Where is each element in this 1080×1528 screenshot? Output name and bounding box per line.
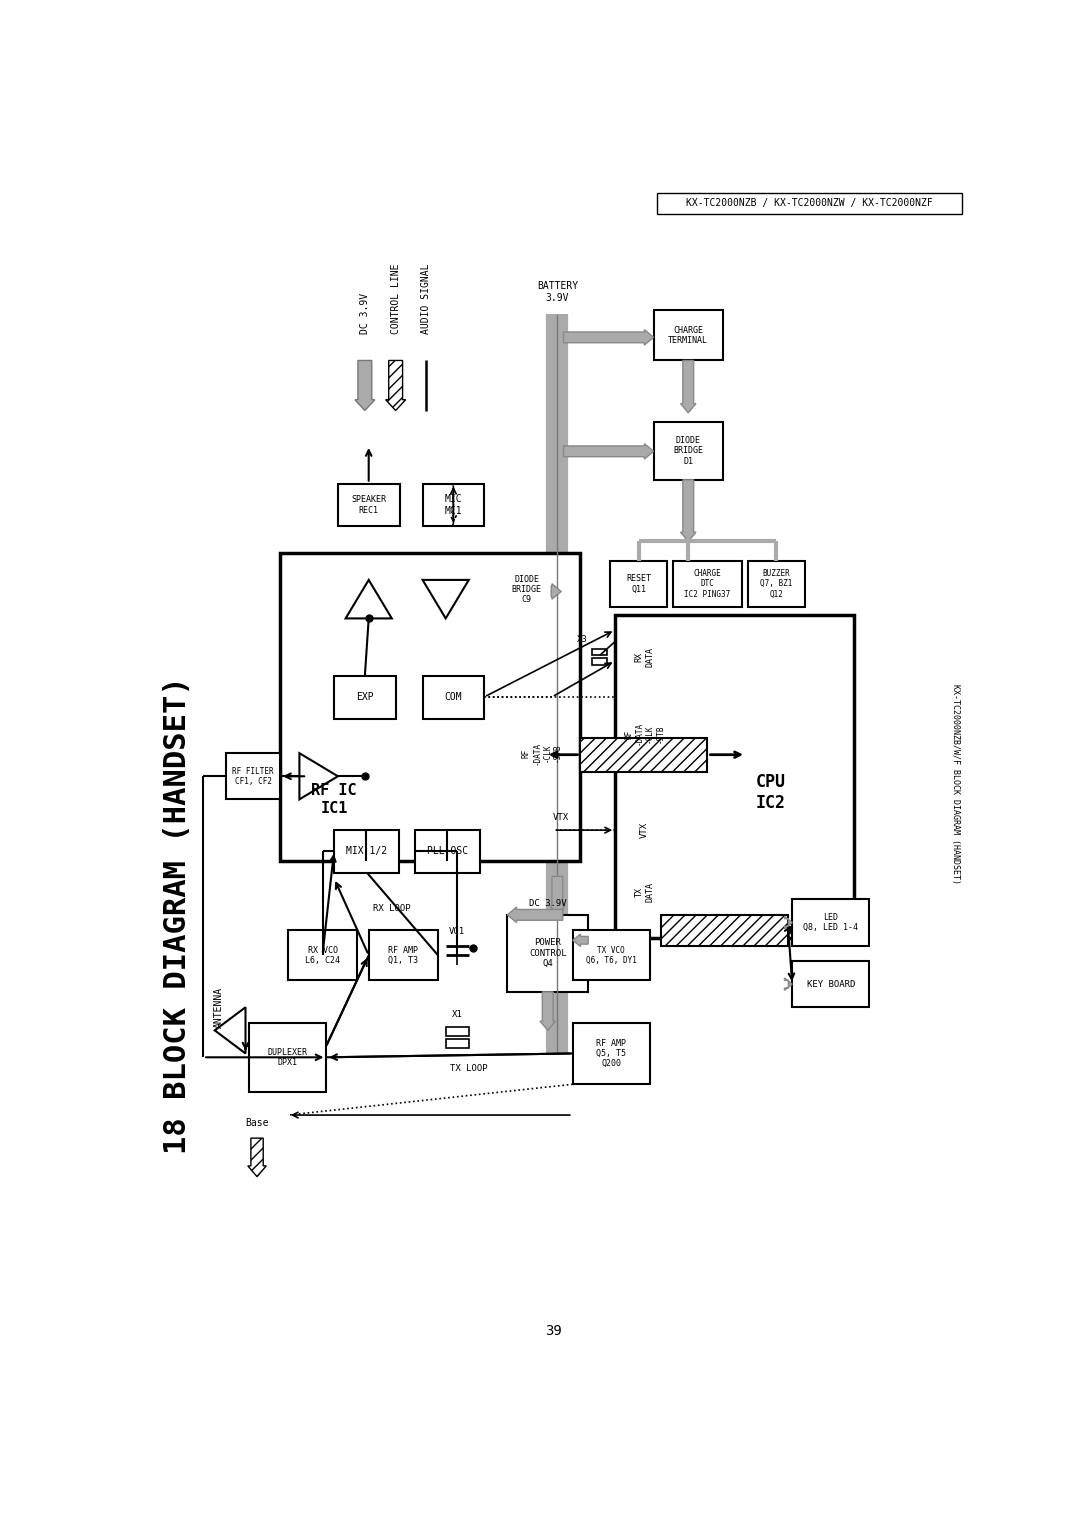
Text: RF
-DATA
-CLK
-STB: RF -DATA -CLK -STB bbox=[522, 741, 562, 764]
Text: 39: 39 bbox=[545, 1323, 562, 1337]
Text: MIX 1/2: MIX 1/2 bbox=[347, 847, 388, 856]
Bar bbox=[249, 1022, 326, 1093]
Bar bbox=[280, 553, 580, 860]
Text: CPU
IC2: CPU IC2 bbox=[755, 773, 785, 811]
Text: BATTERY
3.9V: BATTERY 3.9V bbox=[537, 281, 578, 303]
Bar bbox=[446, 1039, 469, 1048]
FancyArrow shape bbox=[784, 978, 793, 990]
Polygon shape bbox=[422, 581, 469, 619]
Text: LED
Q8, LED 1-4: LED Q8, LED 1-4 bbox=[804, 912, 859, 932]
Bar bbox=[610, 561, 667, 607]
Bar bbox=[661, 915, 788, 946]
Text: RESET
Q11: RESET Q11 bbox=[626, 575, 651, 593]
Text: TX LOOP: TX LOOP bbox=[450, 1065, 487, 1073]
Text: VTX: VTX bbox=[639, 822, 649, 839]
Text: Base: Base bbox=[245, 1118, 269, 1128]
Text: KX-TC2000NZB/W/F BLOCK DIAGRAM (HANDSET): KX-TC2000NZB/W/F BLOCK DIAGRAM (HANDSET) bbox=[950, 685, 960, 885]
FancyArrow shape bbox=[680, 361, 696, 413]
FancyArrow shape bbox=[564, 443, 653, 458]
Bar bbox=[658, 193, 961, 214]
FancyArrow shape bbox=[540, 992, 555, 1030]
Text: KX-TC2000NZB / KX-TC2000NZW / KX-TC2000NZF: KX-TC2000NZB / KX-TC2000NZW / KX-TC2000N… bbox=[686, 199, 932, 208]
Text: MIC
MC1: MIC MC1 bbox=[445, 494, 462, 515]
FancyArrow shape bbox=[572, 934, 589, 946]
Text: SPEAKER
REC1: SPEAKER REC1 bbox=[351, 495, 387, 515]
Text: VTX: VTX bbox=[553, 813, 569, 822]
Text: POWER
CONTROL
Q4: POWER CONTROL Q4 bbox=[529, 938, 567, 969]
Polygon shape bbox=[215, 1007, 245, 1053]
Text: CHARGE
DTC
IC2 PING37: CHARGE DTC IC2 PING37 bbox=[685, 568, 731, 599]
Bar bbox=[368, 931, 438, 981]
Text: DC 3.9V: DC 3.9V bbox=[360, 292, 369, 333]
Text: RF FILTER
CF1, CF2: RF FILTER CF1, CF2 bbox=[232, 767, 274, 785]
Text: AUDIO SIGNAL: AUDIO SIGNAL bbox=[421, 263, 431, 333]
Bar bbox=[334, 677, 395, 718]
Text: PLL OSC: PLL OSC bbox=[427, 847, 469, 856]
FancyArrow shape bbox=[680, 480, 696, 541]
Polygon shape bbox=[299, 753, 338, 799]
Text: COM: COM bbox=[445, 692, 462, 703]
Bar bbox=[446, 1027, 469, 1036]
Bar bbox=[572, 1022, 650, 1085]
Text: EXP: EXP bbox=[356, 692, 374, 703]
Bar bbox=[592, 659, 607, 665]
Bar bbox=[653, 310, 723, 361]
FancyArrow shape bbox=[784, 917, 793, 929]
Text: BUZZER
Q7, BZ1
Q12: BUZZER Q7, BZ1 Q12 bbox=[760, 568, 793, 599]
Text: VC1: VC1 bbox=[449, 927, 465, 937]
Text: CONTROL LINE: CONTROL LINE bbox=[391, 263, 401, 333]
Bar bbox=[592, 649, 607, 656]
FancyArrow shape bbox=[386, 361, 406, 411]
Text: DIODE
BRIDGE
D1: DIODE BRIDGE D1 bbox=[673, 435, 703, 466]
Bar bbox=[226, 753, 280, 799]
FancyArrow shape bbox=[508, 908, 563, 923]
Bar bbox=[422, 484, 484, 526]
Bar bbox=[653, 422, 723, 480]
Text: RF AMP
Q1, T3: RF AMP Q1, T3 bbox=[389, 946, 418, 966]
FancyArrow shape bbox=[355, 361, 375, 411]
Text: DUPLEXER
DPX1: DUPLEXER DPX1 bbox=[268, 1048, 308, 1067]
Bar bbox=[415, 830, 481, 872]
Text: CHARGE
TERMINAL: CHARGE TERMINAL bbox=[669, 325, 708, 345]
Text: X1: X1 bbox=[451, 1010, 462, 1019]
FancyArrow shape bbox=[551, 584, 562, 599]
Bar bbox=[288, 931, 357, 981]
Text: RF AMP
Q5, T5
Q200: RF AMP Q5, T5 Q200 bbox=[596, 1039, 626, 1068]
Text: RX LOOP: RX LOOP bbox=[373, 905, 410, 914]
Text: ANTENNA: ANTENNA bbox=[214, 987, 224, 1028]
Text: TX VCO
Q6, T6, DY1: TX VCO Q6, T6, DY1 bbox=[585, 946, 637, 966]
Bar bbox=[508, 915, 589, 992]
FancyArrow shape bbox=[550, 877, 565, 915]
Bar bbox=[580, 738, 707, 773]
Bar bbox=[793, 961, 869, 1007]
Text: RF IC
IC1: RF IC IC1 bbox=[311, 784, 356, 816]
Text: KEY BOARD: KEY BOARD bbox=[807, 979, 855, 989]
Bar bbox=[747, 561, 806, 607]
Bar bbox=[572, 931, 650, 981]
Text: X3: X3 bbox=[578, 636, 589, 645]
Text: TX
DATA: TX DATA bbox=[635, 882, 654, 902]
Text: DIODE
BRIDGE
C9: DIODE BRIDGE C9 bbox=[512, 575, 541, 605]
Bar bbox=[793, 900, 869, 946]
Text: RX VCO
L6, C24: RX VCO L6, C24 bbox=[305, 946, 340, 966]
Polygon shape bbox=[346, 581, 392, 619]
Bar bbox=[422, 677, 484, 718]
Bar bbox=[673, 561, 742, 607]
Text: RF
-DATA
-CLK
-STB: RF -DATA -CLK -STB bbox=[624, 723, 664, 746]
FancyArrow shape bbox=[247, 1138, 267, 1177]
Bar bbox=[616, 614, 854, 938]
Text: DC 3.9V: DC 3.9V bbox=[529, 898, 567, 908]
FancyArrow shape bbox=[564, 330, 653, 345]
Bar bbox=[338, 484, 400, 526]
Text: 18 BLOCK DIAGRAM (HANDSET): 18 BLOCK DIAGRAM (HANDSET) bbox=[163, 675, 192, 1154]
Bar bbox=[334, 830, 400, 872]
Bar bbox=[491, 561, 562, 619]
Text: RX
DATA: RX DATA bbox=[635, 646, 654, 666]
